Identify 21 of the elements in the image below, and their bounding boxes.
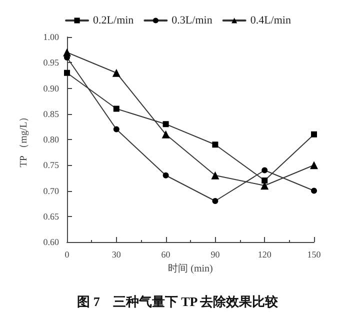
y-tick-label: 0.80 bbox=[43, 134, 60, 144]
y-tick-label: 0.90 bbox=[43, 83, 60, 94]
legend-label: 0.2L/min bbox=[93, 14, 134, 26]
legend-label: 0.3L/min bbox=[172, 14, 213, 26]
y-tick-label: 0.75 bbox=[43, 160, 60, 170]
x-tick-label: 0 bbox=[64, 250, 70, 260]
x-axis-title: 时间 (min) bbox=[168, 262, 213, 274]
x-tick-label: 90 bbox=[210, 250, 220, 260]
y-tick-label: 1.00 bbox=[43, 32, 60, 42]
x-tick-label: 60 bbox=[161, 250, 171, 260]
y-axis-title: TP （mg/L） bbox=[18, 112, 30, 168]
caption: 图 7 三种气量下 TP 去除效果比较 bbox=[77, 294, 280, 309]
y-tick-label: 0.70 bbox=[43, 186, 60, 196]
x-tick-label: 150 bbox=[307, 250, 322, 260]
legend-label: 0.4L/min bbox=[250, 14, 292, 26]
x-tick-label: 120 bbox=[258, 250, 272, 260]
y-tick-label: 0.65 bbox=[43, 211, 60, 222]
y-tick-label: 0.60 bbox=[43, 237, 60, 247]
y-tick-label: 0.85 bbox=[43, 108, 60, 119]
x-tick-label: 30 bbox=[112, 250, 122, 260]
y-tick-label: 0.95 bbox=[43, 58, 60, 68]
